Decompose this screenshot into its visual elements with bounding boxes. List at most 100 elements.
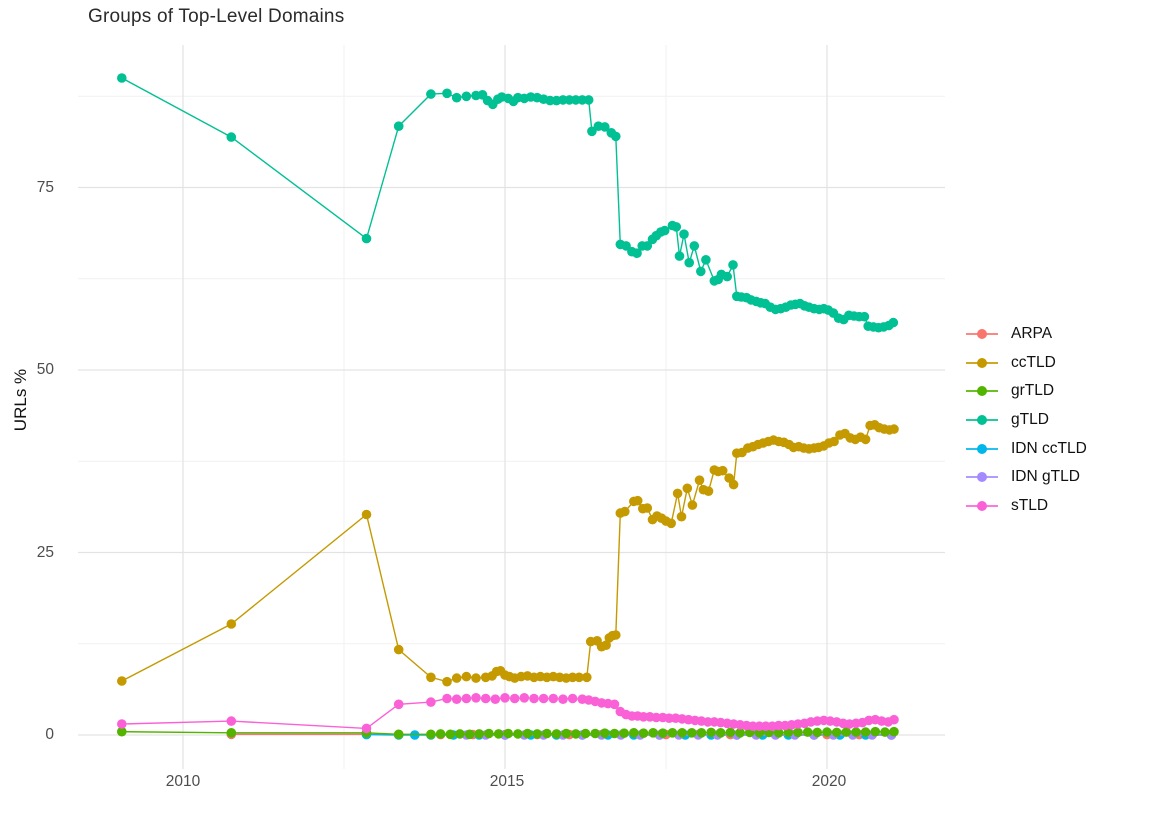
series-stld-point — [567, 693, 578, 704]
series-gtld-point — [442, 88, 452, 99]
series-grtld-point — [117, 726, 127, 737]
series-stld-point — [538, 693, 549, 704]
series-grtld-point — [860, 727, 871, 737]
series-grtld-point — [802, 727, 813, 737]
series-grtld-point — [445, 729, 456, 740]
legend-item-cctld: ccTLD — [966, 349, 1087, 378]
series-grtld-point — [677, 728, 687, 738]
legend-label: IDN ccTLD — [1011, 439, 1087, 457]
series-gtld-point — [728, 260, 738, 270]
series-grtld-point — [464, 729, 475, 740]
legend-item-arpa: ARPA — [966, 320, 1087, 349]
x-tick-2015: 2015 — [489, 773, 525, 790]
series-stld-point — [509, 693, 520, 704]
chart-legend: ARPA ccTLD grTLD gTLD IDN ccTLD IDN gTLD… — [966, 320, 1087, 520]
series-gtld-point — [684, 257, 694, 268]
series-grtld-point — [619, 728, 629, 738]
series-stld-point — [226, 716, 237, 726]
series-stld-point — [451, 694, 462, 704]
legend-item-idn-cctld: IDN ccTLD — [966, 434, 1087, 463]
series-grtld-point — [870, 726, 881, 737]
series-grtld-point — [822, 727, 832, 737]
series-cctld-point — [601, 640, 611, 650]
series-cctld-point — [694, 475, 705, 486]
legend-item-idn-gtld: IDN gTLD — [966, 463, 1087, 492]
series-cctld-point — [666, 518, 676, 529]
series-stld-point — [558, 694, 568, 704]
series-stld-point — [609, 699, 620, 710]
series-grtld-point — [484, 728, 494, 739]
series-grtld-point — [493, 729, 504, 739]
series-grtld-point — [561, 728, 571, 739]
series-grtld-point — [841, 727, 852, 737]
series-cctld-point — [728, 479, 739, 490]
legend-label: ccTLD — [1011, 353, 1056, 371]
series-grtld-point — [715, 728, 726, 738]
legend-label: sTLD — [1011, 496, 1049, 514]
series-stld-point — [471, 693, 481, 703]
series-gtld-point — [361, 233, 372, 244]
series-cctld-point — [226, 619, 237, 629]
series-gtld-point — [226, 132, 237, 142]
series-grtld-point — [629, 728, 639, 738]
series-stld-point — [361, 723, 372, 734]
series-cctld-point — [672, 488, 683, 499]
x-tick-2010: 2010 — [165, 773, 201, 790]
series-cctld-point — [860, 434, 871, 445]
series-cctld-point — [442, 676, 452, 687]
series-grtld-point — [773, 728, 784, 738]
legend-label: IDN gTLD — [1011, 468, 1080, 486]
series-cctld-point — [451, 673, 462, 683]
series-grtld-point — [667, 728, 678, 738]
series-cctld-point — [682, 483, 693, 494]
series-stld-point — [889, 714, 899, 725]
y-tick-75: 75 — [36, 178, 54, 196]
series-gtld-point — [679, 229, 689, 239]
series-stld-point — [117, 719, 127, 729]
series-cctld-point — [703, 486, 714, 497]
series-cctld-point — [361, 509, 372, 520]
series-grtld-point — [542, 728, 552, 739]
series-gtld-point — [583, 95, 594, 105]
legend-label: grTLD — [1011, 382, 1055, 400]
series-stld-point — [490, 694, 501, 704]
legend-key-swatch — [966, 326, 998, 342]
series-gtld-point — [621, 241, 631, 251]
series-gtld-line — [121, 77, 894, 329]
legend-key-swatch — [966, 441, 998, 457]
x-tick-2020: 2020 — [811, 773, 847, 790]
series-cctld-point — [393, 644, 404, 655]
series-gtld-point — [888, 317, 899, 328]
series-gtld-point — [722, 271, 732, 282]
series-grtld-point — [503, 728, 513, 739]
series-stld-point — [548, 693, 559, 704]
series-cctld-point — [574, 672, 584, 683]
series-cctld-point — [620, 506, 630, 517]
series-cctld-point — [582, 672, 592, 683]
series-gtld-point — [701, 254, 711, 265]
legend-key-swatch — [966, 383, 998, 399]
series-grtld-point — [580, 728, 591, 739]
series-cctld-point — [611, 630, 621, 640]
legend-item-grtld: grTLD — [966, 377, 1087, 406]
series-grtld-point — [532, 729, 542, 739]
series-grtld-point — [513, 729, 523, 739]
series-gtld-point — [117, 73, 127, 83]
y-tick-50: 50 — [36, 361, 54, 378]
legend-label: gTLD — [1011, 411, 1049, 429]
series-grtld-point — [889, 726, 899, 737]
series-grtld-point — [590, 728, 600, 739]
series-gtld-point — [642, 241, 653, 251]
series-gtld-point — [393, 121, 404, 131]
series-gtld-point — [659, 225, 670, 236]
series-grtld-point — [522, 728, 533, 739]
series-stld-point — [393, 699, 404, 710]
series-grtld-point — [426, 729, 436, 740]
series-stld-point — [519, 693, 530, 703]
series-grtld-point — [880, 727, 890, 737]
legend-item-gtld: gTLD — [966, 406, 1087, 435]
series-gtld-point — [426, 89, 436, 99]
series-cctld-point — [426, 672, 436, 683]
